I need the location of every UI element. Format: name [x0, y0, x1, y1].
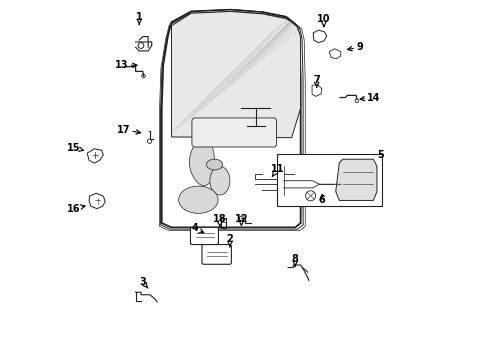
Text: 17: 17 — [117, 125, 141, 135]
Text: 8: 8 — [292, 254, 298, 267]
Polygon shape — [87, 149, 103, 163]
Polygon shape — [210, 166, 230, 195]
Polygon shape — [329, 49, 341, 59]
Polygon shape — [162, 10, 300, 227]
Text: 3: 3 — [140, 277, 148, 288]
Bar — [276, 154, 382, 206]
Polygon shape — [312, 84, 322, 96]
Text: 12: 12 — [235, 215, 248, 225]
Polygon shape — [190, 138, 215, 186]
Circle shape — [147, 139, 152, 143]
Text: 9: 9 — [347, 42, 363, 52]
Text: 6: 6 — [318, 195, 325, 205]
Text: 14: 14 — [360, 93, 380, 103]
Circle shape — [355, 99, 359, 103]
Ellipse shape — [206, 159, 222, 170]
Circle shape — [142, 74, 146, 78]
FancyBboxPatch shape — [192, 118, 276, 147]
Text: 18: 18 — [213, 215, 227, 227]
Text: 5: 5 — [378, 150, 385, 160]
Text: 4: 4 — [192, 224, 204, 233]
Text: 7: 7 — [313, 75, 320, 87]
Circle shape — [306, 191, 316, 201]
Text: 11: 11 — [270, 164, 284, 177]
Polygon shape — [89, 193, 105, 209]
Polygon shape — [162, 10, 300, 227]
FancyBboxPatch shape — [191, 227, 219, 244]
Text: 10: 10 — [317, 14, 331, 27]
Circle shape — [239, 216, 244, 221]
Circle shape — [138, 42, 144, 48]
Text: 1: 1 — [136, 12, 143, 24]
FancyBboxPatch shape — [202, 244, 231, 264]
Polygon shape — [336, 159, 377, 201]
Text: 15: 15 — [67, 143, 83, 153]
Polygon shape — [172, 12, 300, 138]
Polygon shape — [313, 30, 327, 42]
Text: 13: 13 — [115, 60, 137, 70]
Polygon shape — [179, 186, 218, 213]
Text: 16: 16 — [67, 204, 85, 214]
Text: 2: 2 — [226, 234, 233, 247]
